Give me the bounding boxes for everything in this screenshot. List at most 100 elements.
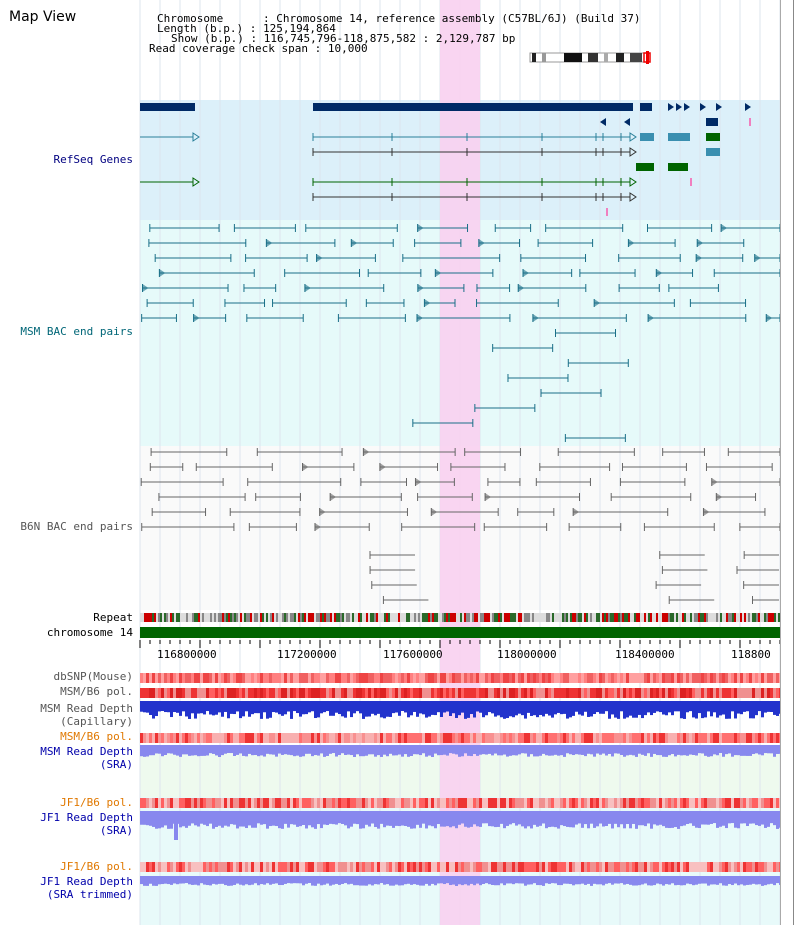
- track-label-msm-depth-sra: MSM Read Depth: [40, 745, 133, 758]
- heat-cell: [188, 673, 191, 683]
- heat-cell: [407, 798, 410, 808]
- heat-cell: [425, 688, 428, 698]
- heat-cell: [272, 673, 275, 683]
- depth-bar: [221, 745, 224, 756]
- depth-bar: [746, 876, 749, 885]
- heat-cell: [338, 673, 341, 683]
- repeat-segment: [654, 613, 656, 622]
- heat-cell: [767, 798, 770, 808]
- heat-cell: [419, 862, 422, 872]
- heat-cell: [656, 673, 659, 683]
- repeat-segment: [284, 613, 286, 622]
- depth-bar: [266, 745, 269, 754]
- gene-block: [706, 133, 720, 141]
- heat-cell: [215, 688, 218, 698]
- depth-bar: [527, 745, 530, 757]
- heat-cell: [374, 688, 377, 698]
- depth-bar: [752, 745, 755, 755]
- depth-bar: [140, 876, 143, 885]
- repeat-segment: [298, 613, 300, 622]
- heat-cell: [212, 733, 215, 743]
- heat-cell: [485, 733, 488, 743]
- heat-cell: [269, 673, 272, 683]
- depth-bar: [248, 701, 251, 717]
- depth-bar: [176, 745, 179, 756]
- heat-cell: [707, 688, 710, 698]
- depth-bar: [431, 811, 434, 827]
- depth-bar: [236, 811, 239, 829]
- depth-bar: [140, 701, 143, 712]
- depth-bar: [710, 745, 713, 757]
- repeat-segment: [214, 613, 216, 622]
- repeat-segment: [352, 613, 354, 622]
- depth-bar: [632, 701, 635, 718]
- heat-cell: [146, 688, 149, 698]
- depth-bar: [356, 811, 359, 825]
- heat-cell: [311, 798, 314, 808]
- heat-cell: [620, 733, 623, 743]
- depth-bar: [398, 876, 401, 886]
- heat-cell: [149, 798, 152, 808]
- heat-cell: [344, 688, 347, 698]
- depth-bar: [392, 701, 395, 714]
- heat-cell: [209, 673, 212, 683]
- heat-cell: [323, 733, 326, 743]
- heat-cell: [671, 733, 674, 743]
- bac-arrow: [159, 269, 166, 277]
- heat-cell: [308, 673, 311, 683]
- heat-cell: [716, 798, 719, 808]
- depth-bar: [155, 745, 158, 754]
- heat-cell: [224, 688, 227, 698]
- depth-bar: [320, 876, 323, 886]
- depth-bar: [593, 745, 596, 757]
- depth-bar: [716, 745, 719, 756]
- depth-bar: [230, 811, 233, 825]
- depth-bar: [515, 745, 518, 756]
- depth-bar: [200, 811, 203, 824]
- depth-bar: [728, 876, 731, 885]
- heat-cell: [683, 688, 686, 698]
- repeat-segment: [726, 613, 728, 622]
- track-label-msm-pol2: MSM/B6 pol.: [60, 730, 133, 743]
- depth-bar: [626, 811, 629, 825]
- bac-arrow: [518, 284, 525, 292]
- depth-bar: [320, 811, 323, 829]
- heat-cell: [629, 688, 632, 698]
- chromosome-track-bar[interactable]: [140, 627, 780, 638]
- depth-bar: [404, 701, 407, 713]
- depth-bar: [455, 745, 458, 755]
- repeat-segment: [390, 613, 392, 622]
- repeat-segment: [614, 613, 616, 622]
- chromosome-ideogram[interactable]: [528, 50, 658, 66]
- heat-cell: [647, 798, 650, 808]
- right-scrollbar[interactable]: [780, 0, 800, 925]
- heat-cell: [587, 673, 590, 683]
- heat-cell: [443, 798, 446, 808]
- depth-bar: [278, 876, 281, 886]
- depth-bar: [149, 811, 152, 826]
- depth-bar: [389, 876, 392, 886]
- depth-bar: [605, 701, 608, 712]
- track-label-jf1-depth-trim: JF1 Read Depth: [40, 875, 133, 888]
- gene-block: [706, 118, 718, 126]
- heat-cell: [389, 862, 392, 872]
- heat-cell: [719, 733, 722, 743]
- depth-bar: [548, 811, 551, 828]
- heat-cell: [740, 673, 743, 683]
- heat-cell: [713, 733, 716, 743]
- depth-bar: [203, 701, 206, 715]
- heat-cell: [374, 733, 377, 743]
- heat-cell: [296, 798, 299, 808]
- heat-cell: [647, 673, 650, 683]
- repeat-segment: [314, 613, 316, 622]
- repeat-segment: [610, 613, 612, 622]
- depth-bar: [707, 811, 710, 825]
- heat-cell: [566, 798, 569, 808]
- heat-cell: [593, 673, 596, 683]
- heat-cell: [482, 798, 485, 808]
- depth-bar: [323, 745, 326, 757]
- repeat-segment: [190, 613, 192, 622]
- depth-bar: [428, 745, 431, 756]
- depth-bar: [314, 745, 317, 756]
